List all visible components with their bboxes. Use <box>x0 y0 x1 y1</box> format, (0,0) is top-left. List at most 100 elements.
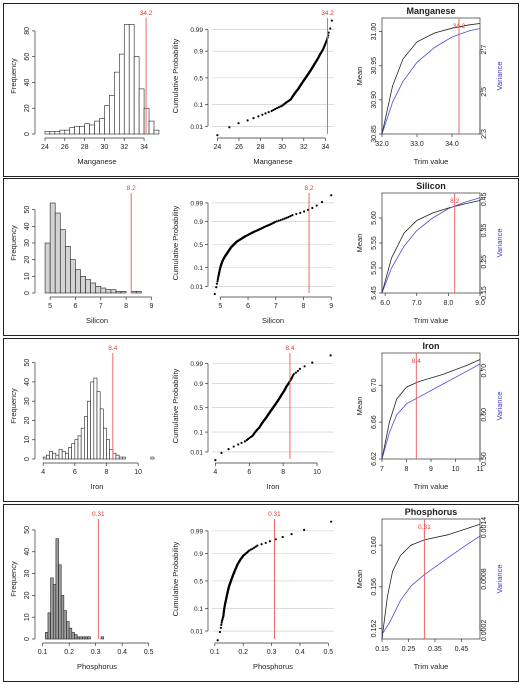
x-axis-label: Iron <box>91 482 104 491</box>
histogram-bar <box>84 123 90 135</box>
histogram-bar <box>54 131 61 135</box>
mean-line <box>381 523 481 640</box>
histogram-bar <box>93 377 98 460</box>
ecdf-point <box>219 626 222 629</box>
ecdf-point <box>237 122 240 125</box>
histogram-bar <box>103 427 107 460</box>
x-tick-label: 0.25 <box>402 646 416 653</box>
histogram-bar <box>59 129 66 135</box>
x-tick-label: 5 <box>48 303 52 310</box>
y-tick-label: 0.0002 <box>481 620 488 642</box>
x-tick-label: 30 <box>101 144 109 151</box>
ecdf-point <box>252 546 256 549</box>
ecdf-point <box>220 451 223 454</box>
y-tick-label: 0.1 <box>194 430 203 437</box>
y-tick-label: 0.25 <box>481 255 488 269</box>
mean-line <box>381 200 481 294</box>
histogram-bar <box>65 452 69 460</box>
x-axis-label: Iron <box>267 482 280 491</box>
ecdf-point <box>275 220 278 223</box>
ecdf-point <box>299 211 302 214</box>
x-tick-label: 8 <box>281 469 285 476</box>
x-axis-label: Trim value <box>414 662 449 671</box>
y-tick-label: 30 <box>24 570 31 578</box>
ecdf-point <box>228 126 231 129</box>
ecdf-point <box>287 215 290 219</box>
x-axis-label: Trim value <box>414 316 449 325</box>
y-axis-label: Frequency <box>9 58 18 94</box>
ecdf-point <box>215 282 219 285</box>
y-tick-label: 6.66 <box>371 415 378 429</box>
x-tick-label: 0.45 <box>455 646 469 653</box>
histogram-bar <box>60 595 65 640</box>
x-tick-label: 6 <box>246 303 250 310</box>
x-tick-label: 9 <box>329 303 333 310</box>
y-tick-label: 0.01 <box>190 629 203 636</box>
chart-title: Phosphorus <box>405 507 458 517</box>
plot-frame <box>381 192 481 294</box>
histogram-silicon: 5 6 7 8 9 0 10 20 30 40 50 Silicon Frequency 8.2 <box>9 185 154 325</box>
y-axis-label: Cumulative Probability <box>171 38 180 113</box>
ecdf-point <box>283 217 286 220</box>
histogram-bar <box>118 456 123 460</box>
histogram-bar <box>150 456 155 460</box>
ecdf-point <box>330 520 333 523</box>
x-tick-label: 9 <box>150 303 154 310</box>
ecdf-point <box>254 545 257 548</box>
histogram-bar <box>82 636 86 640</box>
ecdf-point <box>218 630 222 634</box>
histogram-bar <box>66 621 70 640</box>
y-tick-label: 40 <box>24 78 31 86</box>
ecdf-point <box>296 369 300 373</box>
histogram-bar <box>49 202 56 294</box>
histogram-bar <box>119 53 125 135</box>
histogram-bar <box>143 107 150 135</box>
histogram-bar <box>44 131 51 135</box>
histogram-bar <box>115 291 122 294</box>
y-axis-label-left: Mean <box>355 570 364 589</box>
ecdf-point <box>270 109 273 113</box>
histogram-bar <box>105 289 112 294</box>
y-tick-label: 0.1 <box>194 265 203 272</box>
ecdf-point <box>232 445 235 448</box>
ecdf-point <box>289 215 292 218</box>
y-tick-label: 0.99 <box>190 27 203 34</box>
y-axis-label: Cumulative Probability <box>171 205 180 280</box>
y-tick-label: 0.156 <box>371 578 378 596</box>
y-tick-label: 31.00 <box>371 23 378 41</box>
y-tick-label: 0.5 <box>194 242 203 249</box>
histogram-bar <box>69 127 75 135</box>
y-tick-label: 0.45 <box>481 192 488 206</box>
trim-silicon: 8.2 6.0 7.0 8.0 9.0 5.45 5.50 5.55 5.60 0.15 0.25 0… <box>355 181 504 325</box>
histogram-bar <box>71 632 75 640</box>
cutoff-label: 0.31 <box>92 511 105 518</box>
y-tick-label: 0.160 <box>371 536 378 554</box>
histogram-bar <box>87 636 91 640</box>
y-tick-label: 20 <box>24 256 31 264</box>
y-tick-label: 10 <box>24 436 31 444</box>
ecdf-point <box>327 31 330 34</box>
chart-title: Iron <box>423 341 440 351</box>
y-tick-label: 0.9 <box>194 49 203 56</box>
histogram-bar <box>76 636 81 640</box>
y-axis-label: Frequency <box>9 225 18 261</box>
cutoff-label: 34.2 <box>140 10 153 17</box>
y-tick-label: 0.15 <box>481 286 488 300</box>
y-tick-label: 0.70 <box>481 364 488 378</box>
histogram-bar <box>90 282 97 294</box>
histogram-bar <box>100 287 107 294</box>
ecdf-point <box>303 528 306 531</box>
y-tick-label: 30 <box>24 239 31 247</box>
ecdf-point <box>275 106 279 110</box>
variance-line <box>381 363 481 460</box>
y-tick-label: 0 <box>24 291 31 295</box>
ecdf-point <box>292 372 296 376</box>
cutoff-label: 8.2 <box>127 185 136 192</box>
histogram-bar <box>61 450 66 460</box>
histogram-manganese: 24 26 28 30 32 34 0 20 40 60 80 Manganese Frequency 3… <box>9 10 160 166</box>
chart-title: Silicon <box>416 181 446 191</box>
y-tick-label: 0.01 <box>190 449 203 456</box>
histogram-bar <box>104 105 110 135</box>
x-tick-label: 7 <box>380 466 384 473</box>
x-tick-label: 11 <box>476 466 483 473</box>
